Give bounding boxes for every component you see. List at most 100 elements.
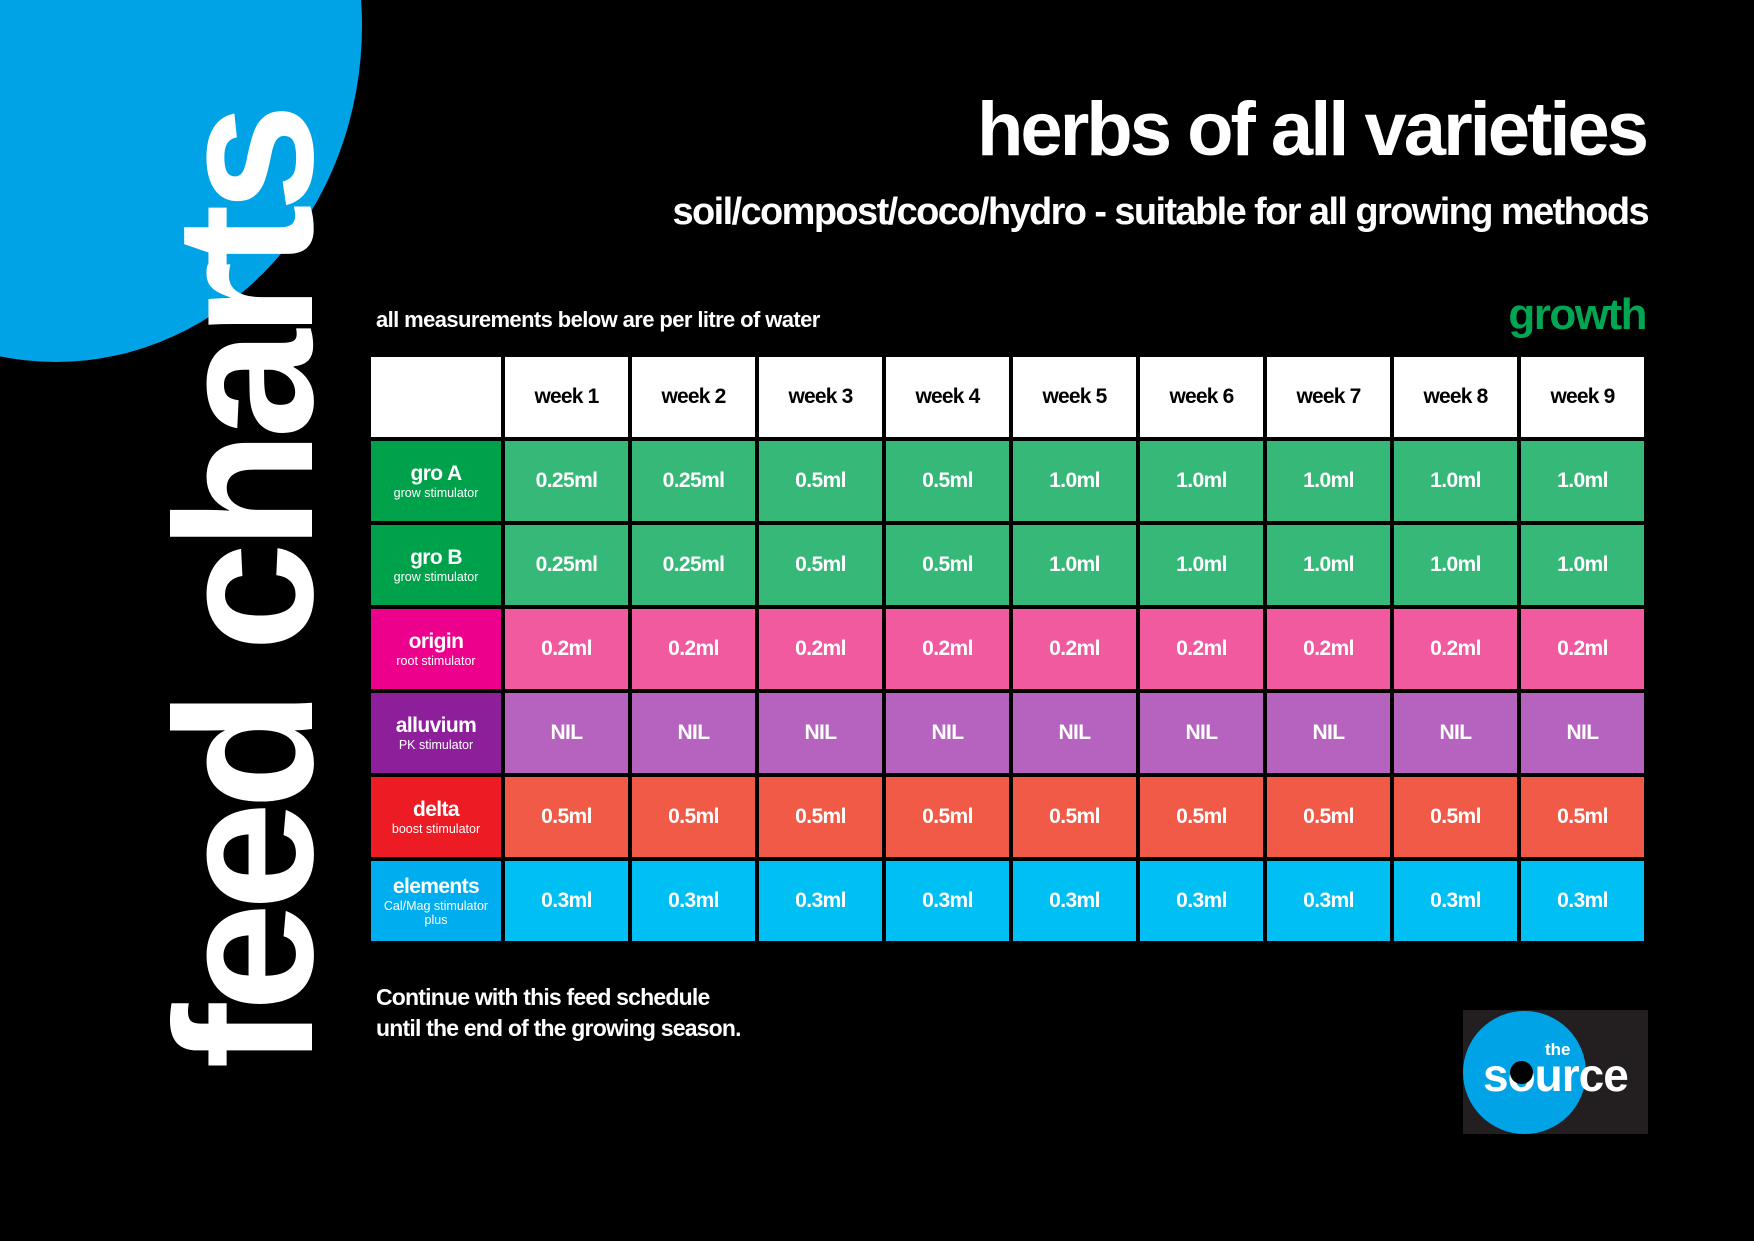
dose-cell: 0.3ml	[759, 861, 882, 941]
dose-cell: 0.5ml	[759, 525, 882, 605]
dose-cell: 1.0ml	[1267, 525, 1390, 605]
product-description: PK stimulator	[398, 737, 474, 752]
dose-cell: NIL	[1521, 693, 1644, 773]
dose-cell: 0.5ml	[886, 777, 1009, 857]
dose-cell: 0.5ml	[1013, 777, 1136, 857]
phase-label: growth	[1508, 290, 1647, 339]
week-header: week 9	[1521, 357, 1644, 437]
footer-line-2: until the end of the growing season.	[376, 1015, 742, 1041]
product-description: boost stimulator	[391, 821, 481, 836]
dose-cell: 0.3ml	[1140, 861, 1263, 941]
dose-cell: 0.3ml	[1267, 861, 1390, 941]
dose-cell: 0.3ml	[1521, 861, 1644, 941]
table-row: alluvium PK stimulator NIL NIL NIL NIL NIL NIL N…	[371, 693, 1644, 773]
dose-cell: NIL	[1013, 693, 1136, 773]
week-header: week 6	[1140, 357, 1263, 437]
dose-cell: 0.2ml	[632, 609, 755, 689]
dose-cell: 0.2ml	[1140, 609, 1263, 689]
week-header: week 2	[632, 357, 755, 437]
dose-cell: 0.2ml	[1521, 609, 1644, 689]
dose-cell: NIL	[886, 693, 1009, 773]
footer-note: Continue with this feed schedule until t…	[376, 982, 742, 1044]
product-name: delta	[412, 797, 460, 821]
dose-cell: 0.2ml	[886, 609, 1009, 689]
dose-cell: 1.0ml	[1394, 525, 1517, 605]
product-description: Cal/Mag stimulator plus	[383, 898, 489, 928]
dose-cell: NIL	[632, 693, 755, 773]
feed-chart-table: week 1 week 2 week 3 week 4 week 5 week 6 week…	[367, 353, 1648, 945]
dose-cell: 0.3ml	[632, 861, 755, 941]
dose-cell: 0.5ml	[632, 777, 755, 857]
week-header: week 7	[1267, 357, 1390, 437]
dose-cell: 0.2ml	[759, 609, 882, 689]
dose-cell: 1.0ml	[1394, 441, 1517, 521]
measurement-note: all measurements below are per litre of …	[376, 307, 820, 332]
dose-cell: NIL	[1267, 693, 1390, 773]
product-description: grow stimulator	[393, 485, 479, 500]
dose-cell: 0.3ml	[1013, 861, 1136, 941]
logo-disc-hole-icon	[1510, 1061, 1533, 1084]
dose-cell: 1.0ml	[1013, 525, 1136, 605]
week-header: week 5	[1013, 357, 1136, 437]
dose-cell: 1.0ml	[1521, 441, 1644, 521]
corner-cell	[371, 357, 501, 437]
table-row: elements Cal/Mag stimulator plus 0.3ml 0.3m…	[371, 861, 1644, 941]
week-header: week 8	[1394, 357, 1517, 437]
product-header: origin root stimulator	[371, 609, 501, 689]
dose-cell: NIL	[1394, 693, 1517, 773]
dose-cell: 1.0ml	[1013, 441, 1136, 521]
dose-cell: 0.5ml	[505, 777, 628, 857]
page-subtitle: soil/compost/coco/hydro - suitable for a…	[672, 191, 1649, 233]
dose-cell: 0.5ml	[759, 777, 882, 857]
dose-cell: 0.3ml	[886, 861, 1009, 941]
dose-cell: NIL	[1140, 693, 1263, 773]
dose-cell: 0.3ml	[505, 861, 628, 941]
dose-cell: 0.5ml	[886, 441, 1009, 521]
dose-cell: 0.25ml	[632, 441, 755, 521]
dose-cell: NIL	[759, 693, 882, 773]
dose-cell: 0.25ml	[505, 441, 628, 521]
dose-cell: 0.5ml	[1521, 777, 1644, 857]
page-title: herbs of all varieties	[977, 87, 1649, 172]
dose-cell: 0.2ml	[1267, 609, 1390, 689]
header-row: week 1 week 2 week 3 week 4 week 5 week 6 week…	[371, 357, 1644, 437]
dose-cell: 0.5ml	[1394, 777, 1517, 857]
week-header: week 3	[759, 357, 882, 437]
product-name: elements	[392, 874, 480, 898]
dose-cell: 0.3ml	[1394, 861, 1517, 941]
product-name: alluvium	[395, 713, 477, 737]
week-header: week 1	[505, 357, 628, 437]
dose-cell: 0.5ml	[1140, 777, 1263, 857]
table-row: origin root stimulator 0.2ml 0.2ml 0.2ml 0.2m…	[371, 609, 1644, 689]
logo-small-text: the	[1545, 1040, 1571, 1059]
the-source-logo: the source	[1463, 1010, 1648, 1134]
dose-cell: 1.0ml	[1140, 441, 1263, 521]
product-name: gro B	[410, 545, 462, 569]
product-header: elements Cal/Mag stimulator plus	[371, 861, 501, 941]
product-name: origin	[408, 629, 464, 653]
dose-cell: 0.2ml	[1394, 609, 1517, 689]
footer-line-1: Continue with this feed schedule	[376, 984, 710, 1010]
vertical-title: feed charts	[135, 111, 354, 1069]
dose-cell: 1.0ml	[1521, 525, 1644, 605]
dose-cell: 0.2ml	[1013, 609, 1136, 689]
product-name: gro A	[410, 461, 462, 485]
dose-cell: 1.0ml	[1140, 525, 1263, 605]
product-description: grow stimulator	[393, 569, 479, 584]
week-header: week 4	[886, 357, 1009, 437]
dose-cell: 0.2ml	[505, 609, 628, 689]
dose-cell: 1.0ml	[1267, 441, 1390, 521]
dose-cell: 0.5ml	[1267, 777, 1390, 857]
dose-cell: NIL	[505, 693, 628, 773]
dose-cell: 0.25ml	[632, 525, 755, 605]
dose-cell: 0.5ml	[759, 441, 882, 521]
dose-cell: 0.25ml	[505, 525, 628, 605]
product-header: delta boost stimulator	[371, 777, 501, 857]
table-row: delta boost stimulator 0.5ml 0.5ml 0.5ml 0.5m…	[371, 777, 1644, 857]
product-header: alluvium PK stimulator	[371, 693, 501, 773]
dose-cell: 0.5ml	[886, 525, 1009, 605]
